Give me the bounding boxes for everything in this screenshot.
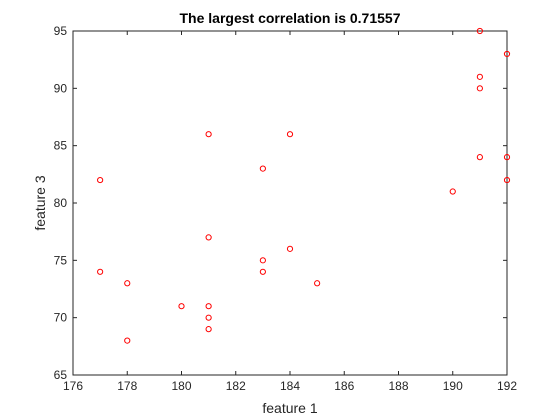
y-tick-label: 90 — [54, 81, 68, 95]
data-point — [503, 154, 511, 161]
data-points — [97, 27, 511, 344]
x-tick-label: 176 — [63, 379, 83, 393]
y-tick-label: 70 — [54, 311, 68, 325]
plot-area: 176 178 180 182 184 186 188 190 192 65 70 75 80 85 90… — [54, 24, 518, 393]
data-point — [97, 176, 104, 184]
y-tick-label: 80 — [54, 196, 68, 210]
data-point — [314, 280, 321, 287]
data-point — [503, 50, 511, 58]
data-point — [286, 245, 294, 252]
data-point — [205, 314, 212, 321]
data-point — [259, 268, 266, 275]
data-point — [205, 326, 212, 333]
chart-title: The largest correlation is 0.71557 — [180, 10, 401, 26]
data-point — [476, 27, 483, 35]
x-tick-label: 184 — [280, 379, 300, 393]
data-point — [476, 73, 483, 80]
y-axis-label: feature 3 — [32, 175, 48, 230]
data-point — [259, 165, 266, 172]
data-point — [259, 257, 266, 264]
data-point — [178, 303, 185, 310]
x-axis-ticks: 176 178 180 182 184 186 188 190 192 — [63, 31, 517, 393]
y-tick-label: 65 — [54, 368, 68, 382]
axes-box — [72, 30, 508, 376]
data-point — [97, 268, 104, 275]
x-axis-label: feature 1 — [262, 400, 317, 416]
x-tick-label: 178 — [117, 379, 137, 393]
data-point — [124, 280, 131, 287]
data-point — [205, 303, 212, 310]
y-axis-ticks: 65 70 75 80 85 90 95 — [54, 24, 507, 382]
data-point — [449, 188, 456, 195]
x-tick-label: 190 — [443, 379, 463, 393]
data-point — [124, 337, 131, 344]
data-point — [205, 131, 212, 138]
y-tick-label: 75 — [54, 253, 68, 267]
x-tick-label: 192 — [497, 379, 517, 393]
y-tick-label: 85 — [54, 139, 68, 153]
y-tick-label: 95 — [54, 24, 68, 38]
data-point — [476, 85, 483, 92]
data-point — [205, 234, 212, 241]
x-tick-label: 188 — [388, 379, 408, 393]
data-point — [286, 131, 294, 138]
data-point — [503, 176, 511, 184]
data-point — [476, 154, 483, 161]
x-tick-label: 182 — [226, 379, 246, 393]
x-tick-label: 186 — [334, 379, 354, 393]
x-tick-label: 180 — [171, 379, 191, 393]
